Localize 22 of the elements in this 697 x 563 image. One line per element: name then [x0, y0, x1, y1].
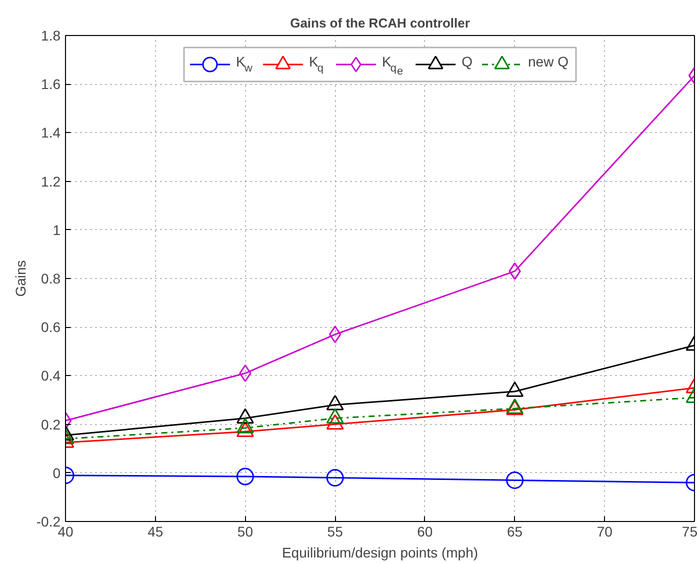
x-tick-label: 55	[327, 524, 344, 540]
y-tick-label: 0.6	[41, 319, 61, 336]
chart-title: Gains of the RCAH controller	[290, 16, 470, 30]
y-tick-label: 1.6	[41, 76, 61, 92]
x-tick-label: 45	[148, 524, 164, 540]
x-tick-label: 75	[682, 524, 697, 540]
x-tick-label: 50	[237, 524, 254, 540]
y-tick-label: 1	[52, 222, 61, 238]
y-tick-label: 0.4	[41, 368, 61, 384]
legend-label: Q	[462, 54, 473, 70]
x-tick-label: 65	[507, 524, 523, 540]
x-tick-label: 60	[417, 524, 433, 540]
x-tick-label: 70	[596, 524, 613, 540]
y-tick-label: 0.8	[41, 270, 61, 286]
y-tick-label: 1.2	[41, 173, 61, 190]
y-tick-label: 0	[52, 464, 61, 481]
x-axis-title: Equilibrium/design points (mph)	[282, 544, 478, 560]
y-tick-label: 0.2	[41, 416, 61, 432]
y-axis-title: Gains	[12, 260, 28, 297]
y-tick-label: 1.4	[41, 124, 61, 141]
legend-label: new Q	[528, 54, 569, 70]
y-tick-label: 1.8	[41, 28, 61, 44]
